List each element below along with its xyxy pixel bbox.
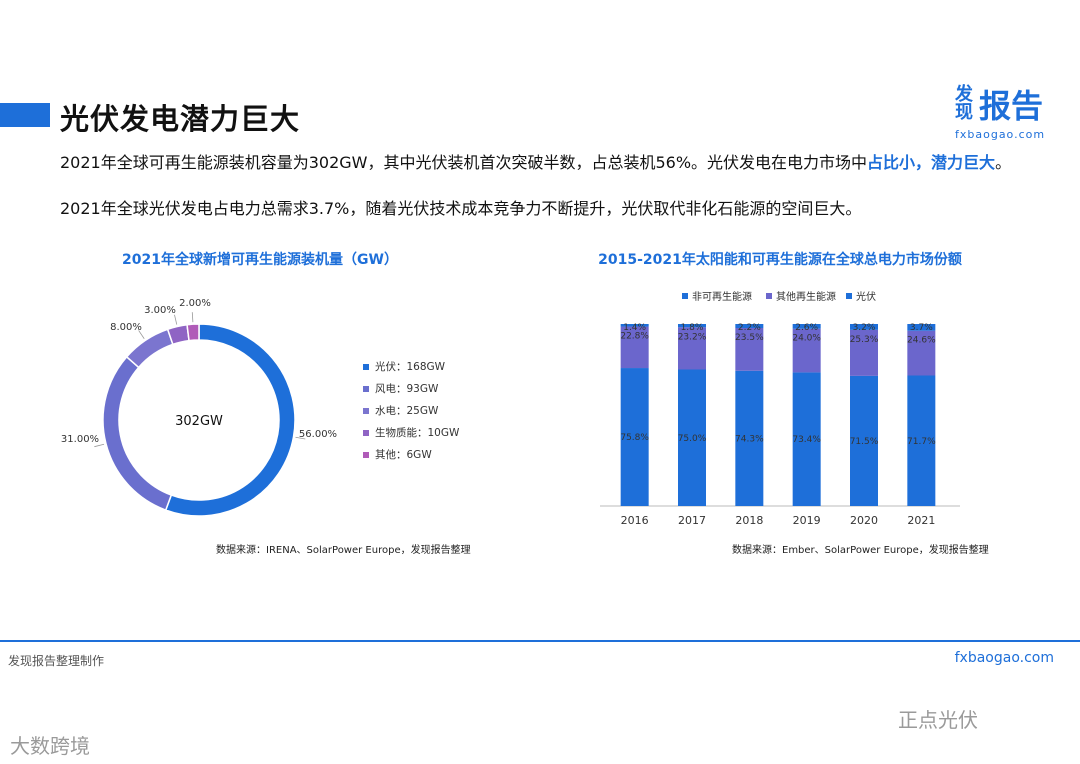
bar-segment (620, 368, 649, 506)
bar-data-label: 71.5% (850, 437, 879, 447)
logo-big-text: 报告 (979, 87, 1044, 125)
footer-divider (0, 640, 1080, 642)
legend-swatch (363, 364, 369, 370)
bar-data-label: 23.2% (678, 332, 707, 342)
x-tick-label: 2020 (850, 514, 878, 527)
legend-item: 水电：25GW (375, 404, 439, 417)
watermark-dashu: 大数跨境 (10, 734, 90, 758)
stacked-bar-chart: 非可再生能源 其他再生能源 光伏 75.8% 22.8%1.4% 2016 75.0% 23.… (600, 290, 960, 527)
bar-segment (620, 324, 649, 327)
watermark-zhengdian: 正点光伏 (898, 708, 978, 732)
para1-text-b: 。 (995, 153, 1012, 172)
bar-segment (678, 369, 706, 506)
footer-credit: 发现报告整理制作 (8, 654, 105, 668)
legend-item: 光伏 (856, 290, 876, 303)
bar-data-label: 3.2% (853, 323, 876, 333)
donut-pct-label: 2.00% (179, 298, 211, 309)
bar-segment (792, 324, 821, 329)
page-title: 光伏发电潜力巨大 (60, 102, 301, 136)
bar-segment (907, 375, 936, 506)
bar-data-label: 24.0% (792, 334, 821, 344)
legend-swatch (682, 293, 688, 299)
bar-data-label: 24.6% (907, 336, 936, 346)
donut-slice (102, 355, 173, 512)
legend-item: 其他：6GW (375, 448, 432, 461)
legend-item: 风电：93GW (375, 382, 439, 395)
bar-data-label: 1.4% (623, 323, 646, 333)
bar-data-label: 1.8% (681, 323, 704, 333)
bar-segment (620, 326, 649, 369)
legend-item: 生物质能：10GW (375, 426, 460, 439)
bar-data-label: 73.4% (792, 435, 821, 445)
legend-item: 其他再生能源 (776, 290, 836, 303)
bar-chart-title: 2015-2021年太阳能和可再生能源在全球总电力市场份额 (598, 252, 962, 268)
donut-chart-title: 2021年全球新增可再生能源装机量（GW） (122, 252, 398, 268)
fxbaogao-logo: 发现 报告 fxbaogao.com (955, 86, 1065, 146)
legend-item: 光伏：168GW (375, 360, 446, 373)
bar-segment (678, 324, 706, 328)
bar-segment (792, 372, 821, 506)
bar-data-label: 75.8% (620, 433, 649, 443)
legend-swatch (766, 293, 772, 299)
bar-segment (907, 324, 936, 331)
legend-item: 非可再生能源 (692, 290, 752, 303)
donut-center-label: 302GW (175, 414, 223, 429)
para1-highlight: 占比小，潜力巨大 (867, 153, 996, 172)
para1-text-a: 2021年全球可再生能源装机容量为302GW，其中光伏装机首次突破半数，占总装机… (60, 153, 868, 172)
donut-leader-line (138, 330, 145, 339)
legend-swatch (363, 452, 369, 458)
footer-site-link[interactable]: fxbaogao.com (954, 650, 1054, 666)
bar-data-label: 25.3% (850, 335, 879, 345)
donut-pct-label: 56.00% (299, 429, 337, 440)
bar-data-label: 71.7% (907, 437, 936, 447)
donut-leader-line (295, 436, 306, 440)
bar-segment (850, 324, 878, 330)
bar-data-label: 22.8% (620, 332, 649, 342)
donut-slice (125, 328, 174, 369)
donut-leader-line (174, 314, 178, 325)
bar-data-label: 3.7% (910, 323, 933, 333)
logo-top-text: 发现 (955, 84, 973, 123)
donut-chart-source: 数据来源：IRENA、SolarPower Europe，发现报告整理 (216, 545, 471, 556)
x-tick-label: 2019 (793, 514, 821, 527)
bar-data-label: 75.0% (678, 434, 707, 444)
bar-data-label: 2.2% (738, 323, 761, 333)
summary-paragraph-1: 2021年全球可再生能源装机容量为302GW，其中光伏装机首次突破半数，占总装机… (60, 151, 1020, 174)
bar-segment (907, 330, 936, 376)
donut-pct-label: 8.00% (110, 322, 142, 333)
donut-leader-line (191, 312, 194, 323)
donut-pct-label: 3.00% (144, 305, 176, 316)
x-tick-label: 2017 (678, 514, 706, 527)
summary-paragraph-2: 2021年全球光伏发电占电力总需求3.7%，随着光伏技术成本竞争力不断提升，光伏… (60, 199, 862, 218)
bar-segment (850, 375, 878, 506)
legend-swatch (363, 386, 369, 392)
bar-data-label: 74.3% (735, 434, 764, 444)
legend-swatch (846, 293, 852, 299)
logo-url: fxbaogao.com (955, 128, 1046, 141)
bar-segment (850, 329, 878, 376)
bar-segment (678, 327, 706, 370)
bar-segment (735, 328, 764, 371)
x-tick-label: 2016 (621, 514, 649, 527)
bar-data-label: 23.5% (735, 333, 764, 343)
x-tick-label: 2018 (735, 514, 763, 527)
title-accent-bar (0, 103, 50, 127)
x-tick-label: 2021 (907, 514, 935, 527)
bar-segment (735, 370, 764, 506)
bar-segment (735, 324, 764, 329)
legend-swatch (363, 430, 369, 436)
bar-segment (792, 328, 821, 373)
donut-pct-label: 31.00% (61, 434, 99, 445)
legend-swatch (363, 408, 369, 414)
bar-chart-source: 数据来源：Ember、SolarPower Europe，发现报告整理 (732, 545, 989, 556)
donut-slice (186, 323, 200, 342)
donut-leader-line (94, 443, 105, 448)
donut-chart: 56.00% 31.00% 8.00%3.00%2.00% 302GW 光伏：168GW… (61, 298, 460, 517)
bar-data-label: 2.6% (795, 323, 818, 333)
